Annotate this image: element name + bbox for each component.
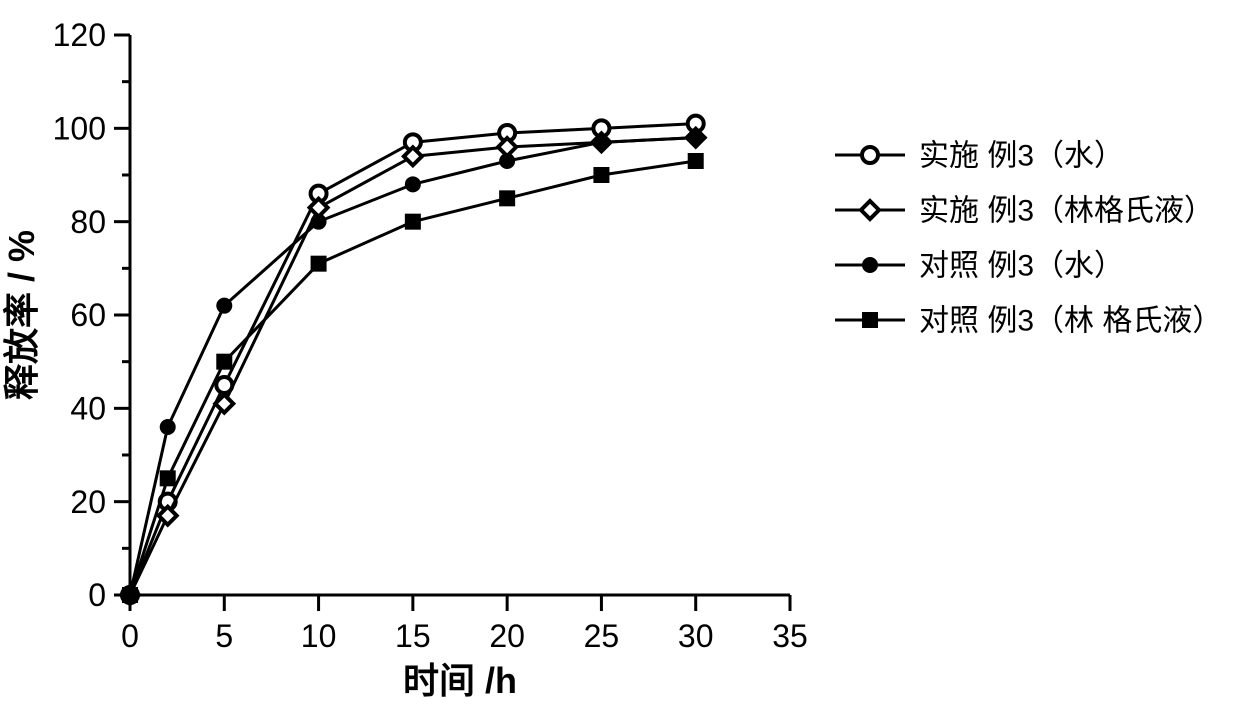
y-tick-label: 0 — [88, 577, 106, 613]
x-axis-title: 时间 /h — [403, 660, 517, 701]
x-tick-label: 0 — [121, 618, 139, 654]
x-tick-label: 5 — [215, 618, 233, 654]
chart-svg: 0 5 10 15 20 25 30 35 时间 /h 0 20 40 60 80 100 120 释放率 / … — [0, 0, 1240, 705]
marker-open-circle — [862, 147, 878, 163]
legend-label: 对照 例3（林 格氏液） — [919, 305, 1222, 338]
series — [121, 129, 705, 604]
marker-filled-square — [688, 153, 704, 169]
marker-filled-circle — [311, 214, 327, 230]
series-line — [130, 138, 696, 595]
x-tick-label: 15 — [395, 618, 431, 654]
x-tick-label: 35 — [772, 618, 808, 654]
legend-label: 实施 例3（水） — [919, 140, 1124, 173]
marker-filled-square — [593, 167, 609, 183]
marker-filled-square — [160, 470, 176, 486]
y-tick-label: 100 — [53, 111, 106, 147]
x-tick-label: 30 — [678, 618, 714, 654]
y-axis-title: 释放率 / % — [1, 230, 42, 400]
legend-label: 对照 例3（水） — [919, 250, 1124, 283]
marker-filled-circle — [499, 153, 515, 169]
marker-filled-circle — [160, 419, 176, 435]
y-tick-label: 40 — [70, 391, 106, 427]
series — [122, 130, 704, 603]
legend: 实施 例3（水） 实施 例3（林格氏液） 对照 例3（水） 对照 例3（林 格氏液） — [835, 140, 1222, 338]
marker-filled-square — [862, 312, 878, 328]
x-tick-label: 25 — [584, 618, 620, 654]
y-tick-label: 120 — [53, 17, 106, 53]
marker-filled-circle — [216, 298, 232, 314]
x-tick-label: 10 — [301, 618, 337, 654]
y-tick-label: 80 — [70, 204, 106, 240]
marker-filled-square — [405, 214, 421, 230]
x-tick-label: 20 — [489, 618, 525, 654]
marker-filled-circle — [862, 257, 878, 273]
series-line — [130, 138, 696, 595]
legend-label: 实施 例3（林格氏液） — [919, 195, 1214, 228]
marker-filled-circle — [593, 134, 609, 150]
marker-filled-square — [122, 587, 138, 603]
y-tick-label: 60 — [70, 297, 106, 333]
marker-open-diamond — [861, 201, 879, 219]
series — [122, 153, 704, 603]
marker-filled-square — [499, 190, 515, 206]
marker-filled-square — [311, 256, 327, 272]
marker-filled-circle — [405, 176, 421, 192]
marker-filled-circle — [688, 130, 704, 146]
chart-stage: 0 5 10 15 20 25 30 35 时间 /h 0 20 40 60 80 100 120 释放率 / … — [0, 0, 1240, 705]
y-tick-label: 20 — [70, 484, 106, 520]
marker-filled-square — [216, 354, 232, 370]
series-line — [130, 124, 696, 595]
